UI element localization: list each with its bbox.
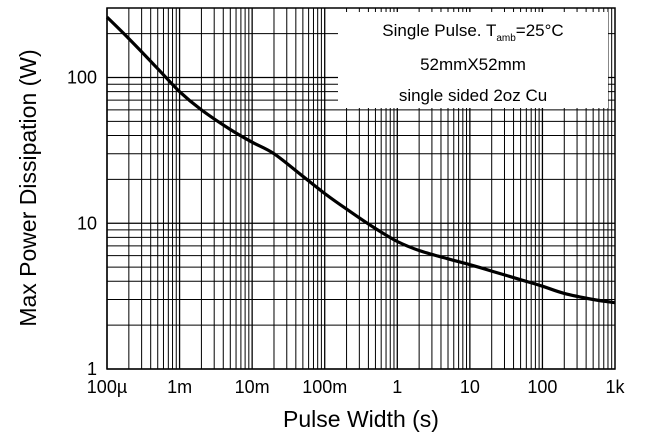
series-layer: [105, 15, 616, 305]
x-tick-label: 1: [392, 377, 402, 397]
y-tick-labels: 1 10 100: [67, 68, 97, 379]
y-tick-label: 100: [67, 68, 97, 88]
x-tick-label: 1k: [605, 377, 625, 397]
x-tick-label: 100: [527, 377, 557, 397]
x-axis-title: Pulse Width (s): [283, 406, 439, 432]
power-curve: [105, 15, 616, 305]
x-tick-label: 1m: [167, 377, 192, 397]
x-tick-label: 10m: [235, 377, 270, 397]
annotation-line-3: single sided 2oz Cu: [399, 86, 547, 105]
x-tick-label: 10: [460, 377, 480, 397]
y-axis-title: Max Power Dissipation (W): [15, 49, 41, 326]
annotation-line-1: Single Pulse. Tamb=25°C: [382, 21, 563, 44]
plot-frame: [106, 7, 616, 370]
annotation-box: [338, 12, 608, 108]
x-tick-label: 100m: [302, 377, 347, 397]
x-tick-label: 100µ: [87, 377, 127, 397]
y-tick-label: 1: [87, 359, 97, 379]
x-tick-labels: 100µ 1m 10m 100m 1 10 100 1k: [87, 377, 626, 397]
annotation-line-2: 52mmX52mm: [420, 55, 526, 74]
y-tick-label: 10: [77, 213, 97, 233]
annotation: Single Pulse. Tamb=25°C 52mmX52mm single…: [382, 21, 563, 105]
